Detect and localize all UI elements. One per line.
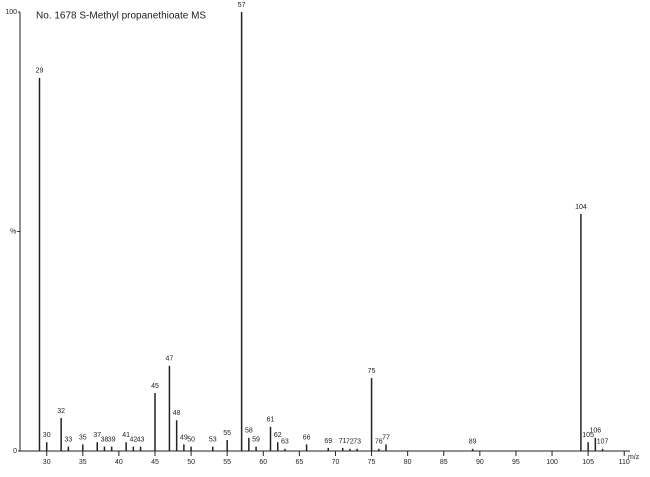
peak-label: 77	[382, 434, 390, 441]
peak-label: 63	[281, 439, 289, 446]
x-tick-label: 80	[404, 459, 412, 466]
peak-label: 73	[353, 439, 361, 446]
x-tick-label: 60	[259, 459, 267, 466]
peak-label: 37	[93, 432, 101, 439]
chart-title: No. 1678 S-Methyl propanethioate MS	[36, 11, 206, 22]
x-tick-label: 100	[546, 459, 558, 466]
peak-label: 104	[575, 204, 587, 211]
peak-label: 39	[108, 436, 116, 443]
peak-label: 53	[209, 436, 217, 443]
x-tick-label: 35	[79, 459, 87, 466]
peak-label: 29	[36, 68, 44, 75]
x-tick-label: 70	[332, 459, 340, 466]
peak-label: 30	[43, 432, 51, 439]
y-tick-label: %-	[10, 228, 19, 235]
peak-label: 48	[173, 410, 181, 417]
x-tick-label: 55	[223, 459, 231, 466]
peak-label: 71	[339, 438, 347, 445]
peak-label: 32	[57, 408, 65, 415]
y-tick-label: 0	[13, 448, 17, 455]
peak-label: 62	[274, 432, 282, 439]
x-tick-label: 85	[440, 459, 448, 466]
y-tick-label: 100	[5, 9, 17, 16]
x-tick-label: 50	[187, 459, 195, 466]
peak-label: 69	[324, 438, 332, 445]
peak-label: 58	[245, 428, 253, 435]
peak-label: 33	[64, 436, 72, 443]
peak-label: 38	[101, 436, 109, 443]
peak-label: 75	[368, 368, 376, 375]
x-tick-label: 65	[295, 459, 303, 466]
peak-label: 43	[137, 436, 145, 443]
peak-label: 106	[590, 428, 602, 435]
peak-label: 35	[79, 434, 87, 441]
peak-label: 72	[346, 439, 354, 446]
x-tick-label: 30	[43, 459, 51, 466]
peak-label: 57	[238, 2, 246, 9]
peak-label: 89	[469, 439, 477, 446]
peak-label: 105	[582, 432, 594, 439]
peak-label: 45	[151, 383, 159, 390]
peak-label: 49	[180, 434, 188, 441]
peak-label: 76	[375, 439, 383, 446]
peak-label: 55	[223, 430, 231, 437]
peak-label: 42	[129, 436, 137, 443]
peak-label: 107	[597, 439, 609, 446]
peak-label: 47	[166, 356, 174, 363]
peak-label: 41	[122, 432, 130, 439]
x-tick-label: 45	[151, 459, 159, 466]
peak-label: 50	[187, 436, 195, 443]
x-tick-label: 90	[476, 459, 484, 466]
peak-label: 59	[252, 436, 260, 443]
x-tick-label: 40	[115, 459, 123, 466]
x-tick-label: 75	[368, 459, 376, 466]
x-axis-label: m/z	[628, 454, 640, 461]
x-tick-label: 95	[512, 459, 520, 466]
peak-label: 66	[303, 434, 311, 441]
x-tick-label: 105	[582, 459, 594, 466]
peak-label: 61	[267, 417, 275, 424]
x-tick-label: 110	[619, 459, 630, 466]
